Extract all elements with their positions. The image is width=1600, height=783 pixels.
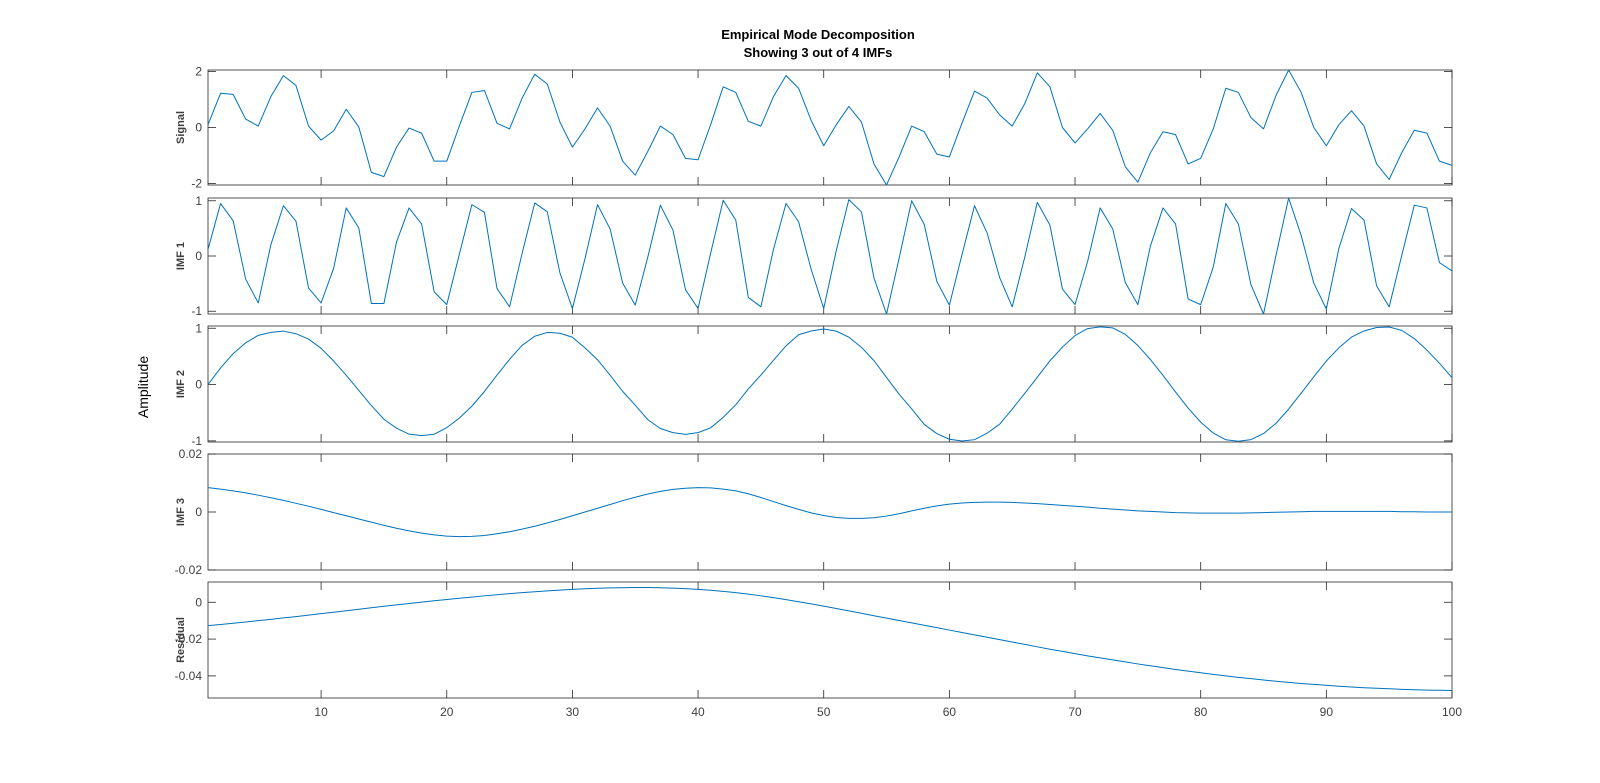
subplot-ylabel: Residual <box>175 617 187 663</box>
y-tick-label: -0.02 <box>175 563 203 577</box>
x-tick-label: 80 <box>1194 705 1208 719</box>
y-tick-label: 0 <box>195 595 202 609</box>
y-tick-label: -2 <box>191 177 202 191</box>
amplitude-label: Amplitude <box>135 356 151 418</box>
y-tick-label: 0 <box>195 121 202 135</box>
subplot-imf-2: -1 0 1 IMF 2 <box>175 321 1453 448</box>
subplot-signal: -2 0 2 Signal <box>175 64 1453 191</box>
series-line <box>207 326 1453 442</box>
subplot-ylabel: IMF 1 <box>175 242 187 270</box>
y-tick-label: -1 <box>191 304 202 318</box>
y-tick-label: -0.02 <box>175 632 203 646</box>
series-line <box>207 69 1453 186</box>
y-tick-label: 1 <box>195 321 202 335</box>
x-tick-label: 30 <box>566 705 580 719</box>
y-tick-label: 0 <box>195 378 202 392</box>
y-tick-label: 0 <box>195 505 202 519</box>
y-tick-label: 0 <box>195 249 202 263</box>
axes-box <box>207 453 1453 571</box>
subplots-group: -2 0 2 Signal -1 0 1 IMF 1 -1 0 1 IMF 2 -0.02 0 0.02 IM… <box>175 64 1463 719</box>
y-tick-label: -1 <box>191 434 202 448</box>
x-tick-label: 60 <box>943 705 957 719</box>
x-tick-label: 40 <box>691 705 705 719</box>
series-line <box>207 197 1453 315</box>
y-tick-label: 1 <box>195 194 202 208</box>
x-tick-label: 10 <box>314 705 328 719</box>
x-tick-label: 20 <box>440 705 454 719</box>
x-tick-label: 90 <box>1320 705 1334 719</box>
x-tick-label: 100 <box>1442 705 1462 719</box>
y-tick-label: 0.02 <box>179 447 203 461</box>
title-line-1: Empirical Mode Decomposition <box>721 27 915 42</box>
axes-box <box>207 197 1453 315</box>
subplot-imf-3: -0.02 0 0.02 IMF 3 <box>175 447 1453 577</box>
y-tick-label: -0.04 <box>175 669 203 683</box>
series-line <box>207 587 1453 691</box>
x-tick-label: 50 <box>817 705 831 719</box>
y-tick-label: 2 <box>195 64 202 78</box>
subplot-imf-1: -1 0 1 IMF 1 <box>175 194 1453 318</box>
subplot-ylabel: IMF 2 <box>175 370 187 398</box>
series-line <box>207 487 1452 538</box>
axes-box <box>207 69 1453 186</box>
subplot-residual: -0.04 -0.02 0 Residual 10 20 30 40 50 60 70 80 90 100 <box>175 581 1462 719</box>
title-line-2: Showing 3 out of 4 IMFs <box>744 45 893 60</box>
subplot-ylabel: Signal <box>175 111 187 144</box>
x-tick-label: 70 <box>1068 705 1082 719</box>
axes-box <box>207 325 1453 443</box>
axes-box <box>207 581 1453 699</box>
subplot-ylabel: IMF 3 <box>175 498 187 526</box>
